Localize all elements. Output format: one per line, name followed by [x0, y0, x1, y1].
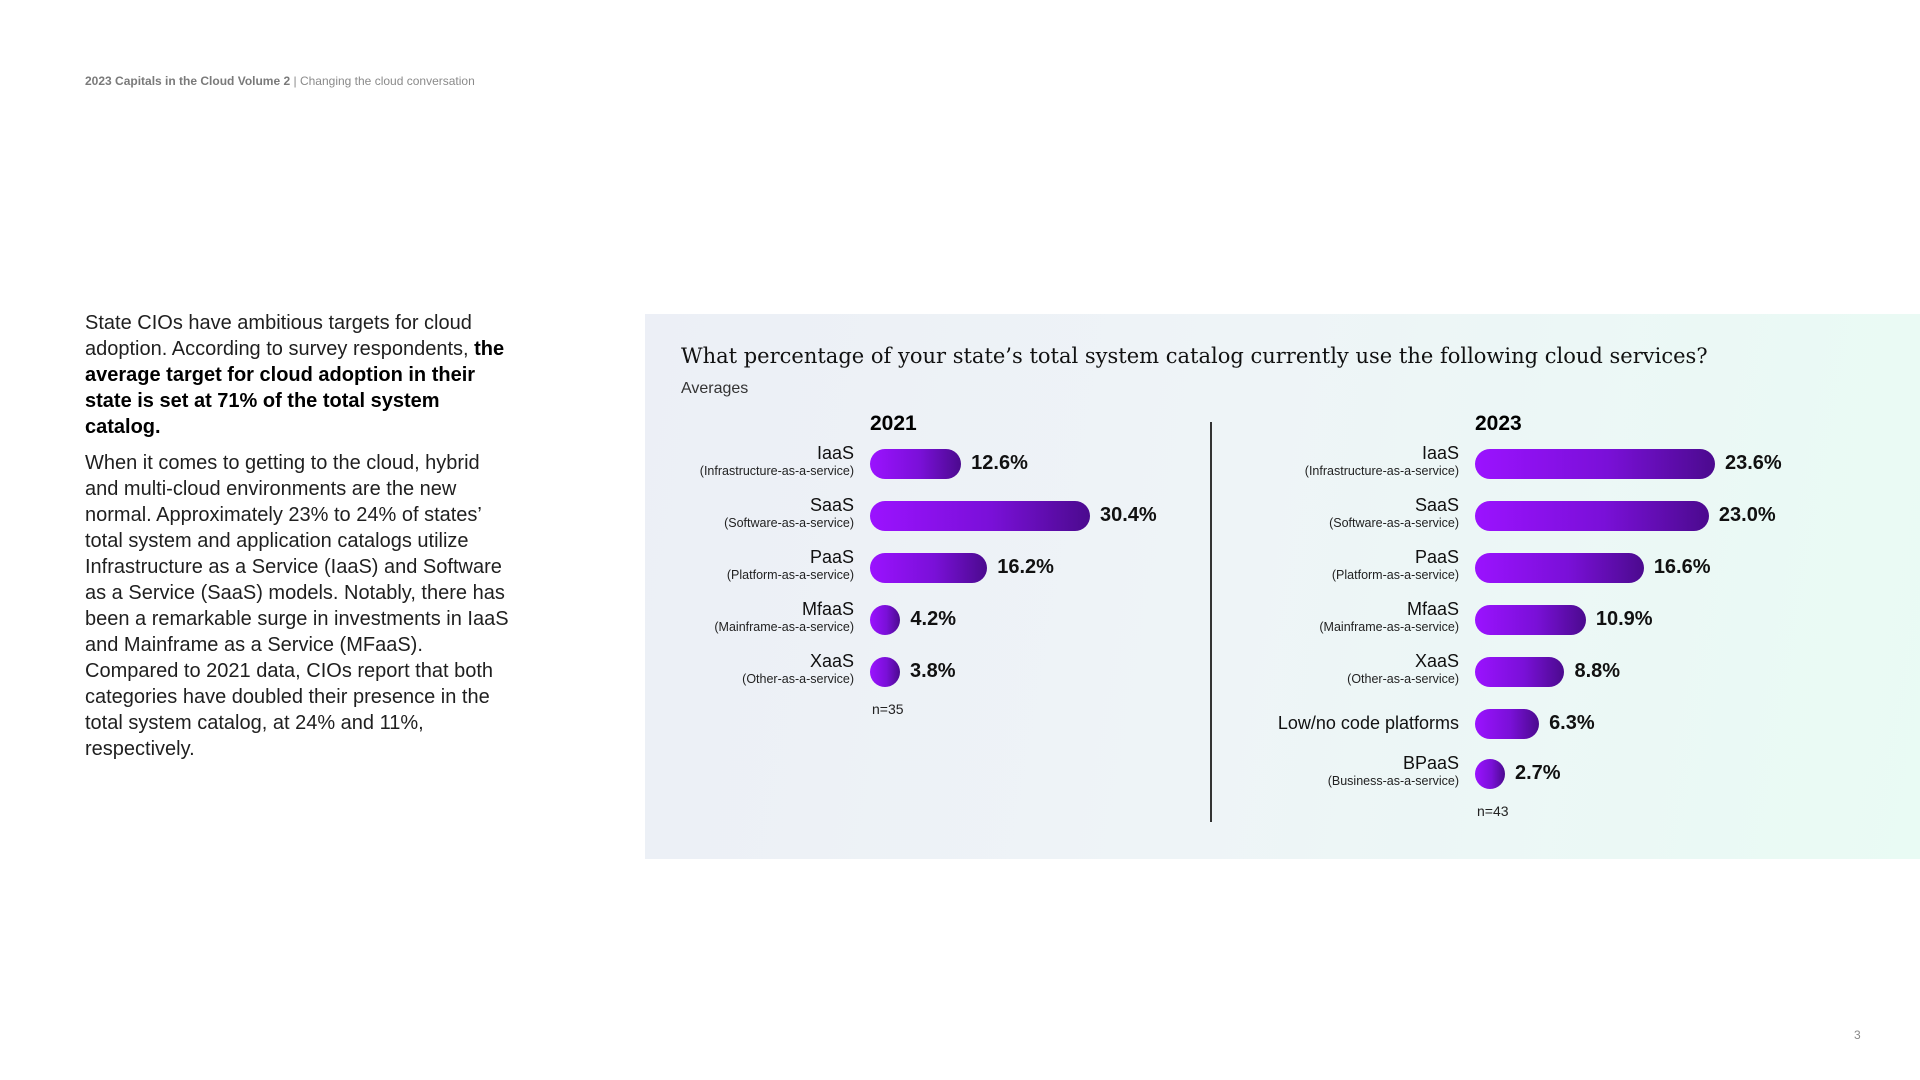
bar-2023-6 — [1475, 759, 1505, 789]
category-description: (Software-as-a-service) — [1329, 516, 1459, 530]
bar-2023-3 — [1475, 605, 1586, 635]
bar-2021-1 — [870, 501, 1090, 531]
cloud-services-chart: What percentage of your state’s total sy… — [645, 314, 1920, 859]
category-name: PaaS — [809, 547, 854, 567]
category-name: XaaS — [1414, 651, 1459, 671]
bar-2023-5 — [1475, 709, 1540, 739]
category-description: (Platform-as-a-service) — [726, 568, 854, 582]
category-name: MfaaS — [1406, 599, 1459, 619]
category-label-2021-4: XaaS (Other-as-a-service) — [634, 651, 854, 687]
value-label-2023-3: 10.9% — [1595, 608, 1653, 630]
value-label-2023-0: 23.6% — [1725, 452, 1782, 474]
category-description: (Other-as-a-service) — [1347, 672, 1459, 686]
bar-2023-4 — [1475, 657, 1565, 687]
category-name: BPaaS — [1402, 753, 1459, 773]
category-name: XaaS — [809, 651, 854, 671]
category-label-2023-6: BPaaS (Business-as-a-service) — [1239, 753, 1459, 789]
category-label-2023-5: Low/no code platforms — [1239, 713, 1459, 733]
bar-2023-1 — [1475, 501, 1709, 531]
header-separator: | — [290, 74, 300, 88]
intro-text: State CIOs have ambitious targets for cl… — [85, 310, 515, 772]
panel-year-2021: 2021 — [870, 412, 917, 435]
bar-2023-0 — [1475, 449, 1715, 479]
category-label-2021-2: PaaS (Platform-as-a-service) — [634, 547, 854, 583]
category-name: PaaS — [1414, 547, 1459, 567]
category-description: (Software-as-a-service) — [724, 516, 854, 530]
category-label-2023-0: IaaS (Infrastructure-as-a-service) — [1239, 443, 1459, 479]
category-description: (Business-as-a-service) — [1327, 774, 1459, 788]
category-description: (Other-as-a-service) — [742, 672, 854, 686]
category-description: (Platform-as-a-service) — [1331, 568, 1459, 582]
category-name: SaaS — [809, 495, 854, 515]
value-label-2021-0: 12.6% — [971, 452, 1028, 474]
value-label-2023-2: 16.6% — [1653, 556, 1711, 578]
value-label-2021-2: 16.2% — [997, 556, 1054, 578]
sample-size-2021: n=35 — [872, 701, 904, 717]
category-description: (Mainframe-as-a-service) — [1319, 620, 1459, 634]
report-title: 2023 Capitals in the Cloud Volume 2 — [85, 74, 291, 88]
category-description: (Mainframe-as-a-service) — [714, 620, 854, 634]
chart-subtitle: Averages — [681, 380, 749, 397]
panel-divider — [1210, 422, 1212, 822]
category-description: (Infrastructure-as-a-service) — [1304, 464, 1459, 478]
bar-2021-4 — [870, 657, 900, 687]
category-label-2023-2: PaaS (Platform-as-a-service) — [1239, 547, 1459, 583]
category-label-2021-3: MfaaS (Mainframe-as-a-service) — [634, 599, 854, 635]
category-name: MfaaS — [801, 599, 854, 619]
bar-2023-2 — [1475, 553, 1644, 583]
bar-2021-0 — [870, 449, 962, 479]
bar-2021-2 — [870, 553, 988, 583]
category-name: IaaS — [816, 443, 854, 463]
category-name: Low/no code platforms — [1277, 713, 1459, 733]
panel-year-2023: 2023 — [1475, 412, 1522, 435]
intro-p1-bold: the average target for cloud adoption in… — [85, 338, 505, 438]
bar-2021-3 — [870, 605, 901, 635]
category-label-2021-0: IaaS (Infrastructure-as-a-service) — [634, 443, 854, 479]
value-label-2021-4: 3.8% — [910, 660, 956, 682]
category-label-2023-4: XaaS (Other-as-a-service) — [1239, 651, 1459, 687]
sample-size-2023: n=43 — [1477, 803, 1509, 819]
intro-paragraph-1: State CIOs have ambitious targets for cl… — [85, 310, 515, 440]
value-label-2023-4: 8.8% — [1574, 660, 1621, 682]
intro-p1-normal: State CIOs have ambitious targets for cl… — [85, 312, 475, 360]
category-name: SaaS — [1414, 495, 1459, 515]
report-subtitle: Changing the cloud conversation — [299, 74, 475, 88]
value-label-2023-1: 23.0% — [1718, 504, 1776, 526]
report-header: 2023 Capitals in the Cloud Volume 2 | Ch… — [85, 74, 475, 88]
category-label-2023-1: SaaS (Software-as-a-service) — [1239, 495, 1459, 531]
value-label-2021-3: 4.2% — [910, 608, 956, 630]
intro-paragraph-2: When it comes to getting to the cloud, h… — [85, 452, 509, 760]
page-number: 3 — [1854, 1028, 1861, 1042]
category-name: IaaS — [1421, 443, 1459, 463]
chart-title: What percentage of your state’s total sy… — [681, 344, 1708, 368]
category-label-2023-3: MfaaS (Mainframe-as-a-service) — [1239, 599, 1459, 635]
category-description: (Infrastructure-as-a-service) — [699, 464, 854, 478]
value-label-2023-5: 6.3% — [1549, 712, 1595, 734]
category-label-2021-1: SaaS (Software-as-a-service) — [634, 495, 854, 531]
value-label-2023-6: 2.7% — [1515, 762, 1561, 784]
value-label-2021-1: 30.4% — [1100, 504, 1157, 526]
